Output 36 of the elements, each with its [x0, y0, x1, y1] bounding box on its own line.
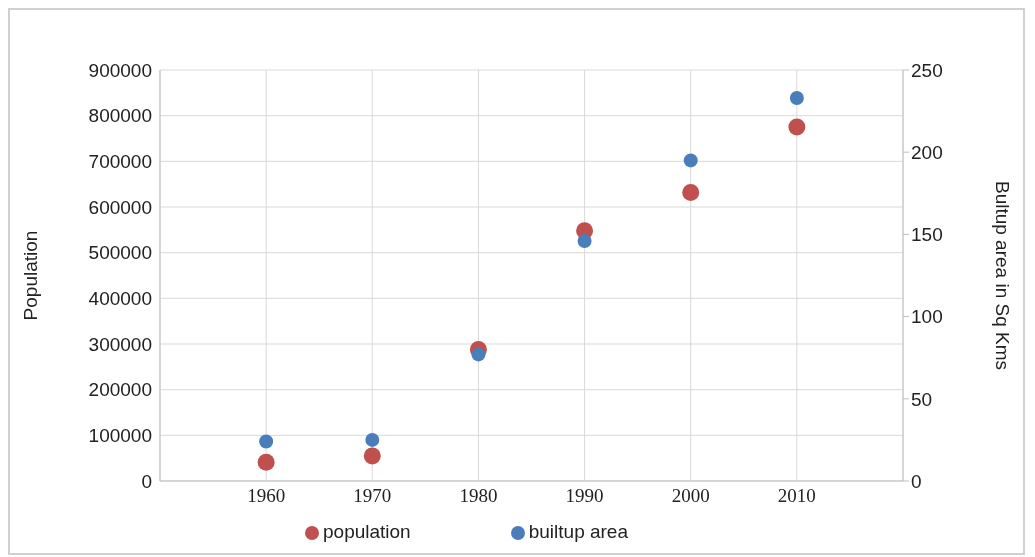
point — [789, 90, 804, 105]
point — [257, 453, 275, 471]
y2-tick-label: 100 — [911, 306, 943, 328]
y2-tick-label: 50 — [911, 388, 933, 410]
legend-label: population — [323, 521, 411, 542]
point — [788, 118, 806, 136]
y2-tick-label: 150 — [911, 224, 943, 246]
point — [259, 434, 274, 449]
y-tick-label: 400000 — [88, 288, 152, 310]
y-tick-label: 900000 — [88, 59, 152, 81]
y-axis-title: Population — [19, 230, 41, 321]
y2-axis-title: Bultup area in Sq Kms — [992, 180, 1014, 371]
y-tick-label: 300000 — [88, 333, 152, 355]
x-tick-label: 1970 — [353, 485, 392, 507]
x-tick-label: 1960 — [247, 485, 286, 507]
x-tick-label: 2000 — [671, 485, 710, 507]
x-tick-label: 1980 — [459, 485, 498, 507]
point — [682, 183, 700, 201]
x-tick-label: 1990 — [565, 485, 604, 507]
y-tick-label: 600000 — [88, 196, 152, 218]
y-tick-label: 700000 — [88, 151, 152, 173]
point — [683, 153, 698, 168]
point — [363, 447, 381, 465]
point — [471, 347, 486, 362]
legend-label: builtup area — [528, 521, 628, 542]
y-tick-label: 200000 — [88, 379, 152, 401]
point — [577, 233, 592, 248]
y2-tick-label: 250 — [911, 59, 943, 81]
point — [365, 432, 380, 447]
x-tick-label: 2010 — [777, 485, 816, 507]
y-tick-label: 500000 — [88, 242, 152, 264]
y-tick-label: 100000 — [88, 425, 152, 447]
y-tick-label: 800000 — [88, 105, 152, 127]
y2-tick-label: 200 — [911, 141, 943, 163]
y-tick-label: 0 — [141, 470, 152, 492]
y2-tick-label: 0 — [911, 470, 922, 492]
